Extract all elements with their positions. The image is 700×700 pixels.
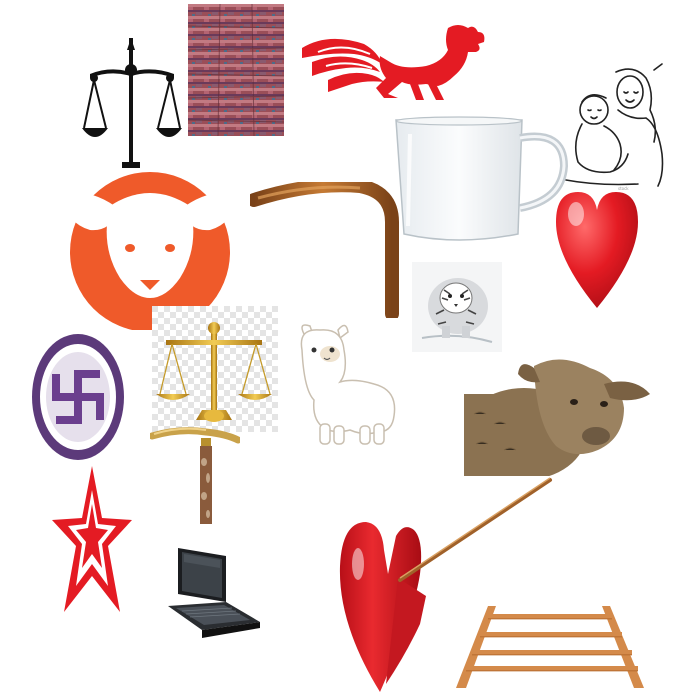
- svg-text:stock: stock: [618, 186, 629, 191]
- rooster-icon: [298, 22, 494, 102]
- textile-stack-photo: [188, 4, 284, 136]
- heart-with-stick-icon: [336, 474, 566, 694]
- railroad-track-icon: [452, 604, 648, 688]
- gold-scale-icon: [152, 306, 278, 432]
- balance-scale-icon: [82, 36, 182, 168]
- tiger-sketch: [412, 262, 502, 352]
- mother-child-sketch: stock: [558, 62, 668, 192]
- red-heart-icon: [552, 188, 642, 310]
- red-star-icon: [50, 464, 134, 614]
- rack-console-photo: [166, 546, 262, 640]
- wooden-walking-cane: [250, 182, 400, 318]
- sheep-face-logo: [50, 166, 250, 330]
- alpaca-cartoon: [294, 320, 400, 448]
- glass-measuring-jug: [392, 114, 570, 244]
- sheep-photo: [464, 354, 654, 476]
- swastika-emblem: [30, 332, 126, 462]
- ornate-cane: [150, 426, 240, 526]
